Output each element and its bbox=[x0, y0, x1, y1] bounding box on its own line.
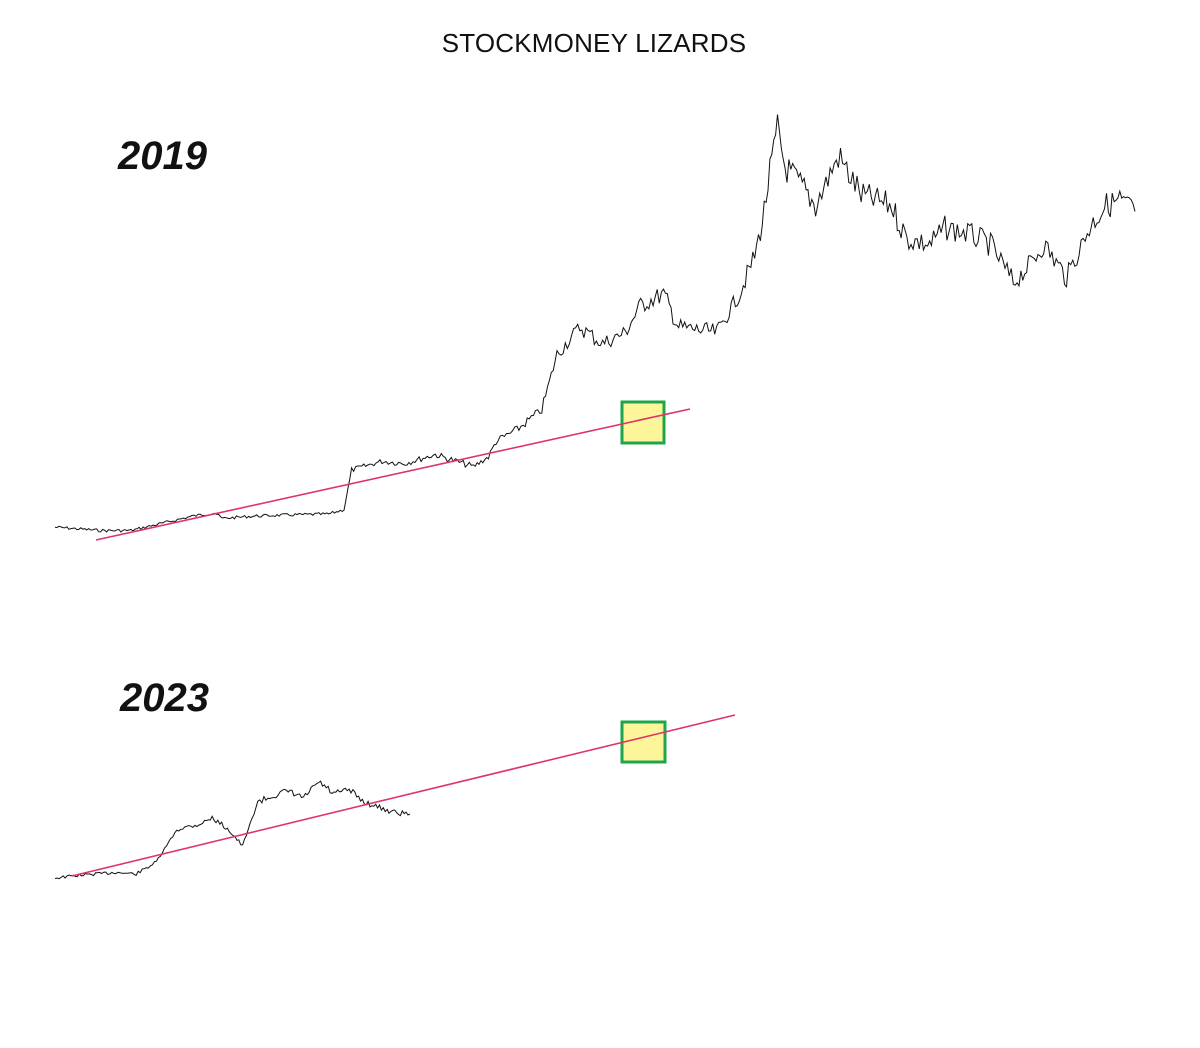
year-label-2023: 2023 bbox=[120, 676, 209, 720]
price-line-2019 bbox=[54, 114, 1136, 533]
panel-2023 bbox=[54, 714, 736, 880]
highlight-box-2019 bbox=[620, 400, 666, 445]
year-label-2019: 2019 bbox=[118, 134, 207, 178]
panel-2019 bbox=[54, 114, 1136, 541]
highlight-box-2023 bbox=[620, 720, 667, 764]
trend-line-2019 bbox=[95, 408, 691, 541]
price-line-2023 bbox=[54, 780, 411, 880]
chart-title: STOCKMONEY LIZARDS bbox=[441, 28, 747, 58]
trend-line-2023 bbox=[71, 714, 736, 877]
